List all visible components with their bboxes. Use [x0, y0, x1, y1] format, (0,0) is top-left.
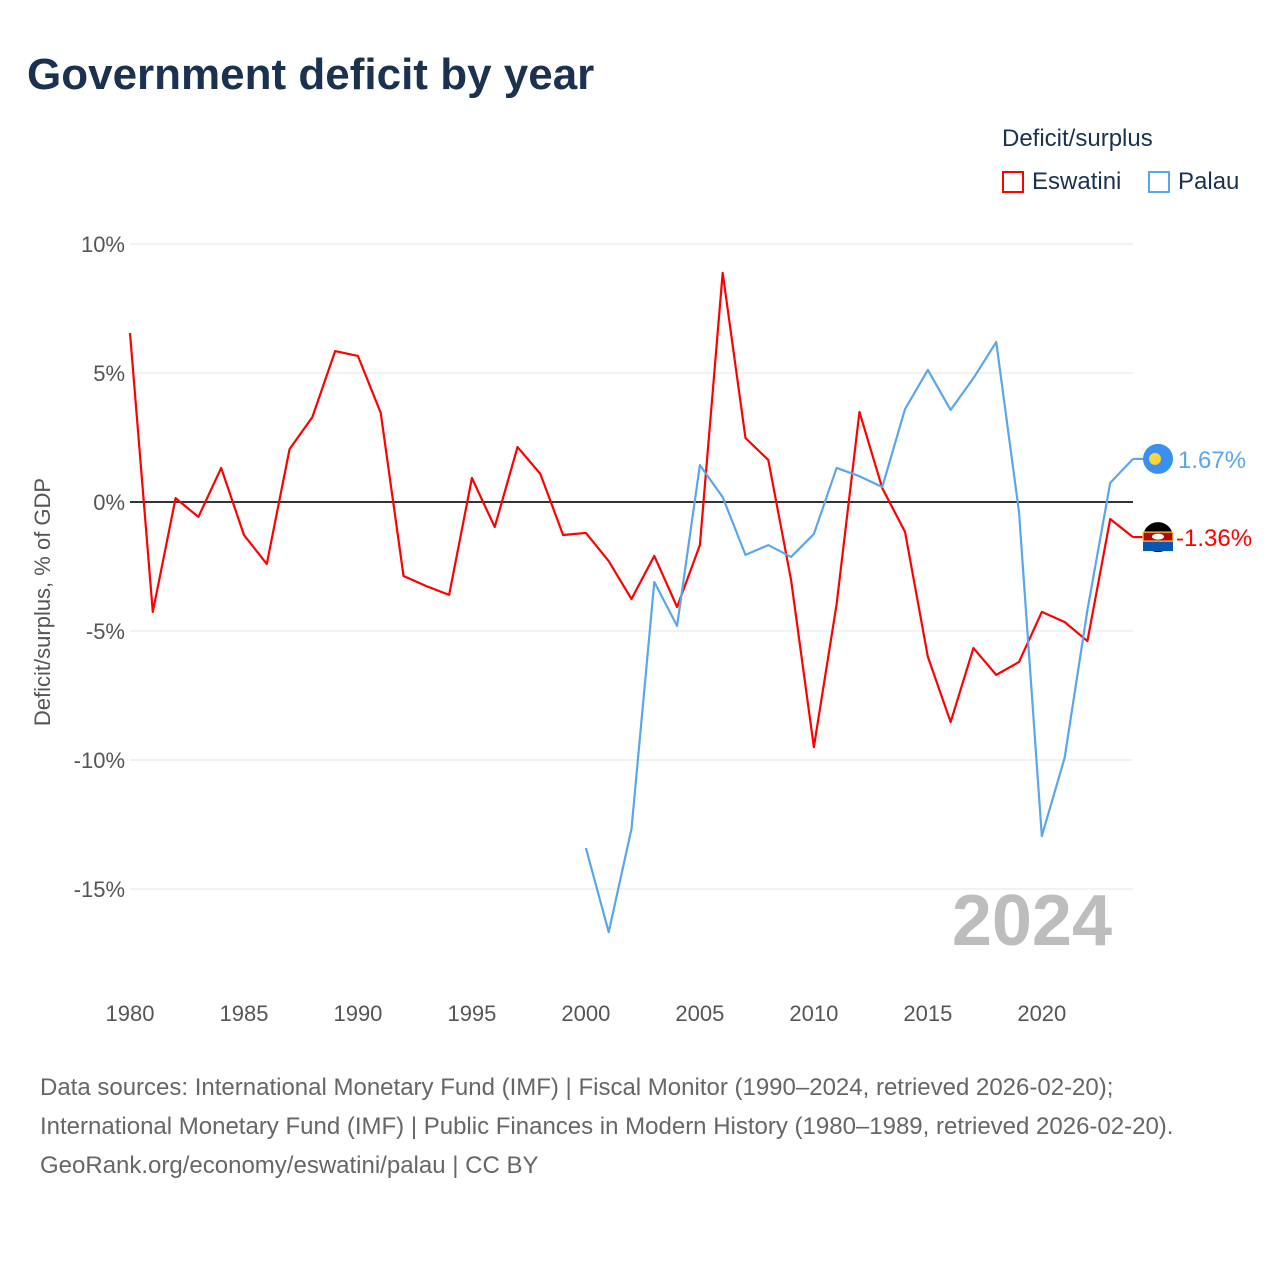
x-tick-label: 1995 — [447, 1001, 496, 1026]
y-tick-label: -5% — [86, 619, 125, 644]
y-axis-label: Deficit/surplus, % of GDP — [30, 478, 55, 726]
x-tick-label: 1990 — [333, 1001, 382, 1026]
x-tick-label: 1980 — [106, 1001, 155, 1026]
end-value-label: -1.36% — [1176, 525, 1252, 552]
series-line-palau — [584, 340, 1134, 934]
footer: Data sources: International Monetary Fun… — [40, 1068, 1240, 1185]
credit-link[interactable]: GeoRank.org/economy/eswatini/palau | CC … — [40, 1152, 539, 1179]
legend-item-palau[interactable]: Palau — [1148, 168, 1239, 196]
series-line-eswatini — [128, 271, 1134, 749]
y-tick-label: 5% — [93, 361, 125, 386]
year-watermark: 2024 — [952, 881, 1112, 961]
eswatini-flag-icon — [1143, 541, 1173, 552]
line-chart: 10% 5% 0% -5% -10% -15% 1980 1985 1990 1995 2000 20… — [30, 232, 1252, 1026]
legend-label: Palau — [1178, 168, 1240, 195]
legend-title: Deficit/surplus — [1002, 125, 1153, 152]
palau-flag-icon — [1149, 452, 1161, 465]
x-tick-label: 1985 — [220, 1001, 269, 1026]
x-tick-label: 2015 — [903, 1001, 952, 1026]
x-tick-label: 2000 — [561, 1001, 610, 1026]
chart-title: Government deficit by year — [27, 50, 595, 99]
x-tick-label: 2010 — [789, 1001, 838, 1026]
eswatini-flag-icon — [1152, 533, 1164, 540]
legend-swatch-eswatini — [1002, 171, 1024, 193]
end-value-label: 1.67% — [1178, 447, 1246, 474]
x-tick-label: 2020 — [1017, 1001, 1066, 1026]
data-sources: Data sources: International Monetary Fun… — [40, 1074, 1174, 1140]
legend-item-eswatini[interactable]: Eswatini — [1002, 168, 1121, 196]
y-tick-label: 10% — [81, 232, 125, 257]
y-tick-label: 0% — [93, 490, 125, 515]
y-tick-label: -10% — [74, 748, 125, 773]
x-tick-label: 2005 — [675, 1001, 724, 1026]
legend-swatch-palau — [1148, 171, 1170, 193]
y-tick-label: -15% — [74, 877, 125, 902]
legend-label: Eswatini — [1032, 168, 1122, 195]
